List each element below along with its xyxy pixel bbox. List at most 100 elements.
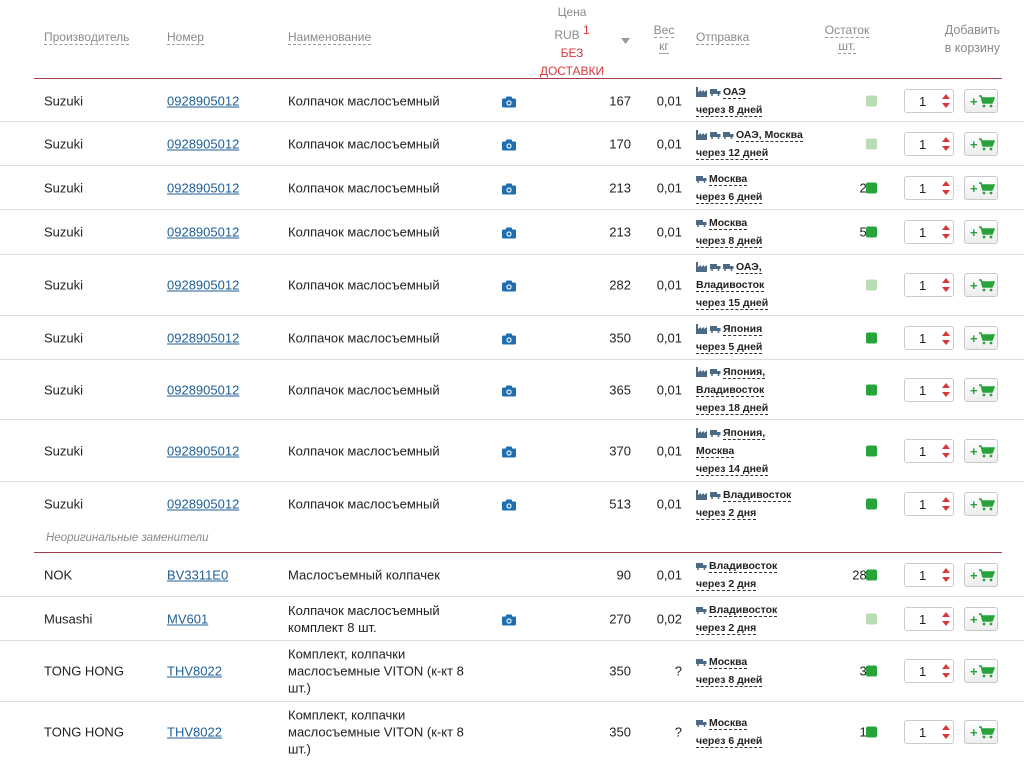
stepper-arrows-icon[interactable]: [939, 723, 953, 741]
part-number-link[interactable]: THV8022: [167, 663, 222, 679]
quantity-stepper[interactable]: 1: [904, 131, 954, 156]
sort-arrow-icon[interactable]: [621, 33, 630, 47]
shipping-line[interactable]: Москва: [696, 444, 735, 458]
add-to-cart-button[interactable]: +: [964, 438, 998, 463]
shipping-info[interactable]: Владивосток через 2 дня: [696, 486, 806, 522]
part-number-link[interactable]: 0928905012: [167, 382, 240, 397]
camera-icon[interactable]: [502, 332, 516, 344]
part-number-link[interactable]: 0928905012: [167, 180, 240, 195]
quantity-stepper[interactable]: 1: [904, 325, 954, 350]
col-price[interactable]: Цена RUB 1 БЕЗ ДОСТАВКИ: [530, 3, 614, 80]
add-to-cart-button[interactable]: +: [964, 377, 998, 402]
camera-icon[interactable]: [502, 280, 516, 292]
quantity-stepper[interactable]: 1: [904, 720, 954, 744]
stepper-arrows-icon[interactable]: [939, 610, 953, 628]
quantity-stepper[interactable]: 1: [904, 175, 954, 200]
shipping-line[interactable]: через 2 дня: [696, 507, 757, 520]
quantity-stepper[interactable]: 1: [904, 492, 954, 516]
price-note-num[interactable]: 1: [583, 23, 590, 37]
quantity-stepper[interactable]: 1: [904, 273, 954, 297]
shipping-line[interactable]: Москва: [709, 217, 748, 230]
col-price-title[interactable]: Цена: [557, 5, 587, 19]
stepper-arrows-icon[interactable]: [939, 495, 953, 513]
part-number-link[interactable]: 0928905012: [167, 330, 240, 345]
shipping-line[interactable]: через 5 дней: [696, 340, 763, 354]
col-name-label[interactable]: Наименование: [288, 30, 372, 45]
col-stock-label1[interactable]: Остаток: [824, 23, 870, 38]
quantity-value[interactable]: 1: [919, 725, 927, 740]
shipping-line[interactable]: через 18 дней: [696, 401, 769, 415]
shipping-line[interactable]: Москва: [709, 656, 748, 669]
shipping-line[interactable]: через 14 дней: [696, 462, 769, 476]
col-maker-label[interactable]: Производитель: [44, 30, 130, 45]
quantity-value[interactable]: 1: [919, 180, 927, 196]
shipping-info[interactable]: Япония, Владивосток через 18 дней: [696, 363, 806, 417]
shipping-line[interactable]: через 15 дней: [696, 297, 769, 310]
col-weight-label1[interactable]: Вес: [653, 23, 675, 38]
quantity-value[interactable]: 1: [919, 93, 927, 109]
add-to-cart-button[interactable]: +: [964, 562, 998, 587]
camera-icon[interactable]: [502, 227, 516, 239]
stepper-arrows-icon[interactable]: [939, 662, 953, 680]
shipping-info[interactable]: Владивосток через 2 дня: [696, 601, 806, 637]
part-number-link[interactable]: 0928905012: [167, 496, 240, 512]
quantity-value[interactable]: 1: [919, 278, 927, 293]
shipping-info[interactable]: Япония через 5 дней: [696, 320, 806, 356]
shipping-line[interactable]: Владивосток: [709, 559, 778, 573]
shipping-line[interactable]: через 12 дней: [696, 146, 769, 160]
camera-icon[interactable]: [502, 499, 516, 511]
shipping-line[interactable]: через 8 дней: [696, 103, 763, 117]
part-number-link[interactable]: 0928905012: [167, 443, 240, 458]
col-number-label[interactable]: Номер: [167, 30, 204, 45]
col-maker[interactable]: Производитель: [44, 30, 130, 45]
shipping-line[interactable]: через 6 дней: [696, 190, 763, 204]
shipping-info[interactable]: Владивосток через 2 дня: [696, 557, 806, 593]
add-to-cart-button[interactable]: +: [964, 659, 998, 683]
shipping-line[interactable]: Владивосток: [709, 603, 778, 617]
shipping-line[interactable]: ОАЭ,: [736, 261, 762, 274]
shipping-info[interactable]: ОАЭ, Москва через 12 дней: [696, 126, 806, 162]
stepper-arrows-icon[interactable]: [939, 223, 953, 241]
quantity-stepper[interactable]: 1: [904, 88, 954, 113]
shipping-line[interactable]: Владивосток: [696, 383, 765, 397]
shipping-info[interactable]: Москва через 8 дней: [696, 653, 806, 689]
quantity-value[interactable]: 1: [919, 136, 927, 152]
quantity-stepper[interactable]: 1: [904, 438, 954, 463]
quantity-value[interactable]: 1: [919, 497, 927, 512]
add-to-cart-button[interactable]: +: [964, 325, 998, 350]
quantity-stepper[interactable]: 1: [904, 562, 954, 587]
shipping-line[interactable]: через 2 дня: [696, 577, 757, 591]
col-stock[interactable]: Остаток шт.: [818, 22, 876, 54]
col-weight[interactable]: Вес кг: [650, 22, 678, 54]
stepper-arrows-icon[interactable]: [939, 329, 953, 347]
col-stock-label2[interactable]: шт.: [838, 39, 856, 54]
stepper-arrows-icon[interactable]: [939, 381, 953, 399]
quantity-stepper[interactable]: 1: [904, 220, 954, 244]
col-name[interactable]: Наименование: [288, 30, 372, 45]
camera-icon[interactable]: [502, 613, 516, 625]
col-number[interactable]: Номер: [167, 30, 204, 45]
col-weight-label2[interactable]: кг: [659, 39, 669, 54]
camera-icon[interactable]: [502, 138, 516, 150]
add-to-cart-button[interactable]: +: [964, 88, 998, 113]
add-to-cart-button[interactable]: +: [964, 273, 998, 297]
add-to-cart-button[interactable]: +: [964, 131, 998, 156]
stepper-arrows-icon[interactable]: [939, 92, 953, 110]
shipping-line[interactable]: Япония,: [723, 426, 766, 440]
quantity-value[interactable]: 1: [919, 664, 927, 679]
shipping-line[interactable]: Япония,: [723, 365, 766, 379]
quantity-value[interactable]: 1: [919, 443, 927, 459]
add-to-cart-button[interactable]: +: [964, 492, 998, 516]
add-to-cart-button[interactable]: +: [964, 606, 998, 631]
shipping-line[interactable]: Япония: [723, 322, 763, 336]
part-number-link[interactable]: MV601: [167, 611, 209, 626]
add-to-cart-button[interactable]: +: [964, 220, 998, 244]
shipping-info[interactable]: Москва через 6 дней: [696, 714, 806, 750]
part-number-link[interactable]: 0928905012: [167, 224, 240, 240]
shipping-line[interactable]: ОАЭ, Москва: [736, 128, 803, 142]
shipping-line[interactable]: Москва: [709, 717, 748, 730]
col-shipping[interactable]: Отправка: [696, 30, 750, 45]
camera-icon[interactable]: [502, 384, 516, 396]
shipping-line[interactable]: ОАЭ: [723, 85, 746, 99]
shipping-line[interactable]: Москва: [709, 172, 748, 186]
